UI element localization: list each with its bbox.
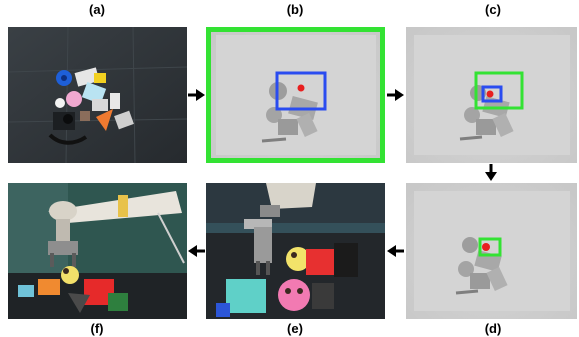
- panel-c-overlay: [414, 35, 570, 155]
- panel-label-d: (d): [484, 321, 502, 336]
- panel-b-depth-image: [206, 27, 385, 163]
- red-grasp-point: [486, 90, 494, 98]
- panel-c-depth-image: [406, 27, 577, 163]
- arrow-b-to-c: [387, 89, 404, 101]
- panel-e-scene-graphic: [206, 183, 385, 319]
- panel-f-scene-graphic: [8, 183, 187, 319]
- panel-b-overlay: [206, 27, 385, 163]
- arrow-e-to-f: [188, 245, 205, 257]
- blue-bounding-box: [275, 71, 327, 111]
- panel-d-depth-image: [406, 183, 577, 319]
- arrow-a-to-b: [188, 89, 205, 101]
- green-bounding-box: [474, 71, 524, 110]
- green-bounding-box: [478, 237, 502, 257]
- green-bounding-box: [206, 27, 385, 163]
- panel-f-robot-grasp-photo: [8, 183, 187, 319]
- panel-a-scene-graphic: [8, 27, 187, 163]
- panel-label-e: (e): [287, 321, 303, 336]
- panel-a-rgb-scene: [8, 27, 187, 163]
- red-grasp-point: [482, 243, 490, 251]
- panel-e-robot-grasp-photo: [206, 183, 385, 319]
- panel-label-c: (c): [485, 2, 501, 17]
- panel-label-a: (a): [89, 2, 105, 17]
- panel-label-f: (f): [90, 321, 104, 336]
- red-grasp-point: [297, 84, 305, 92]
- panel-d-overlay: [414, 191, 570, 311]
- arrow-d-to-e: [387, 245, 404, 257]
- blue-bounding-box: [481, 85, 503, 103]
- panel-label-b: (b): [286, 2, 304, 17]
- arrow-c-to-d: [485, 164, 497, 181]
